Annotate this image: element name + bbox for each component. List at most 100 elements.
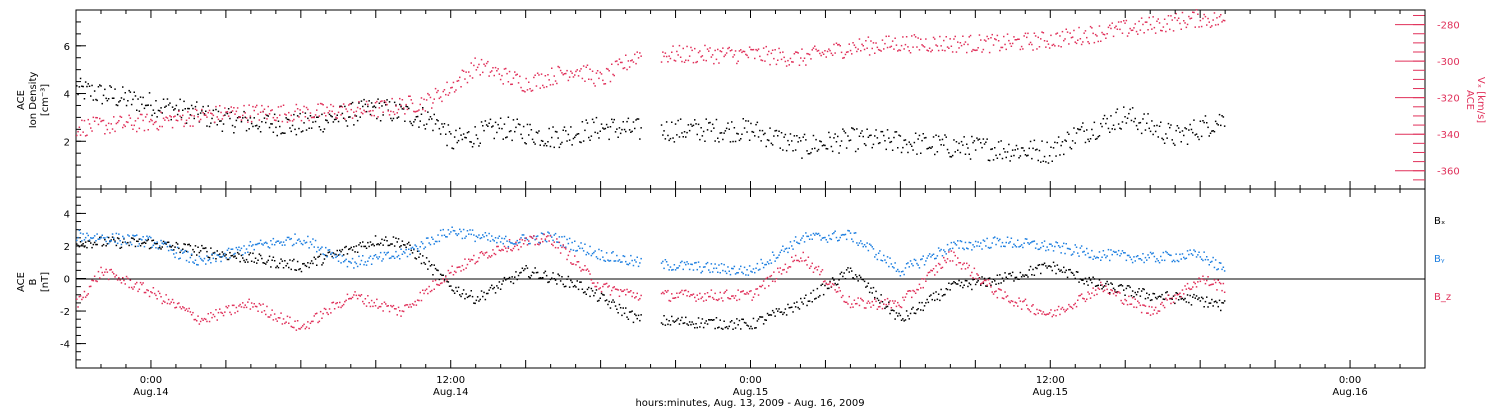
data-point bbox=[1194, 250, 1196, 253]
data-point bbox=[93, 235, 96, 237]
data-point bbox=[634, 53, 636, 56]
data-point bbox=[342, 261, 345, 263]
data-point bbox=[369, 241, 372, 243]
data-point bbox=[159, 125, 161, 128]
data-point bbox=[791, 61, 793, 63]
data-point bbox=[973, 267, 976, 270]
data-point bbox=[300, 131, 303, 133]
data-point bbox=[963, 248, 965, 251]
data-point bbox=[217, 118, 220, 121]
data-point bbox=[794, 51, 797, 53]
data-point bbox=[1167, 294, 1170, 296]
data-point bbox=[554, 232, 557, 235]
data-point bbox=[304, 327, 307, 330]
data-point bbox=[1098, 135, 1101, 137]
data-point bbox=[848, 139, 850, 142]
data-point bbox=[930, 294, 932, 296]
data-point bbox=[595, 116, 598, 119]
data-point bbox=[1206, 122, 1208, 124]
data-point bbox=[536, 235, 539, 237]
data-point bbox=[377, 243, 379, 245]
data-point bbox=[452, 274, 455, 276]
data-point bbox=[1138, 302, 1140, 304]
data-point bbox=[1184, 297, 1186, 300]
data-point bbox=[175, 306, 178, 309]
data-point bbox=[665, 261, 668, 263]
data-point bbox=[904, 296, 907, 298]
data-point bbox=[469, 260, 471, 262]
data-point bbox=[1096, 285, 1098, 287]
data-point bbox=[176, 243, 179, 245]
data-point bbox=[484, 120, 487, 122]
data-point bbox=[203, 257, 206, 260]
data-point bbox=[774, 260, 776, 262]
data-point bbox=[76, 243, 78, 245]
data-point bbox=[409, 95, 411, 97]
data-point bbox=[868, 302, 871, 304]
data-point bbox=[1142, 288, 1144, 290]
data-point bbox=[888, 301, 890, 303]
left-tick-label: 0 bbox=[64, 275, 70, 286]
data-point bbox=[529, 277, 531, 279]
data-point bbox=[130, 237, 133, 239]
data-point bbox=[505, 67, 507, 70]
data-point bbox=[714, 263, 716, 265]
data-point bbox=[1068, 303, 1070, 306]
data-point bbox=[822, 53, 825, 55]
data-point bbox=[485, 124, 488, 126]
data-point bbox=[1032, 304, 1034, 306]
data-point bbox=[911, 296, 913, 299]
data-point bbox=[92, 279, 95, 282]
data-point bbox=[159, 245, 161, 247]
data-point bbox=[814, 234, 816, 236]
data-point bbox=[1031, 241, 1033, 243]
x-tick-label-date: Aug.15 bbox=[1033, 387, 1068, 398]
data-point bbox=[674, 60, 677, 62]
data-point bbox=[992, 293, 995, 295]
data-point bbox=[1147, 312, 1149, 314]
data-point bbox=[226, 249, 229, 251]
data-point bbox=[883, 303, 885, 305]
data-point bbox=[116, 279, 119, 281]
data-point bbox=[877, 48, 880, 51]
data-point bbox=[540, 277, 543, 279]
data-point bbox=[553, 146, 555, 149]
data-point bbox=[96, 99, 98, 102]
data-point bbox=[1140, 311, 1143, 314]
data-point bbox=[925, 136, 927, 139]
data-point bbox=[1112, 287, 1115, 290]
data-point bbox=[897, 268, 899, 271]
data-point bbox=[1029, 41, 1032, 44]
data-point bbox=[890, 309, 893, 312]
data-point bbox=[442, 274, 444, 276]
data-point bbox=[170, 118, 172, 121]
data-point bbox=[802, 136, 804, 138]
data-point bbox=[616, 288, 618, 291]
data-point bbox=[839, 45, 841, 47]
data-point bbox=[884, 140, 886, 142]
data-point bbox=[1171, 19, 1173, 21]
data-point bbox=[909, 290, 912, 292]
data-point bbox=[1033, 274, 1036, 276]
data-point bbox=[1017, 38, 1019, 40]
data-point bbox=[953, 251, 955, 254]
data-point bbox=[955, 264, 958, 266]
data-point bbox=[810, 151, 812, 154]
data-point bbox=[811, 49, 813, 51]
data-point bbox=[1194, 26, 1196, 28]
data-point bbox=[1193, 281, 1195, 283]
data-point bbox=[87, 240, 89, 242]
data-point bbox=[314, 120, 317, 123]
data-point bbox=[201, 317, 203, 320]
data-point bbox=[1045, 249, 1047, 252]
data-point bbox=[368, 302, 370, 304]
data-point bbox=[1138, 122, 1140, 124]
data-point bbox=[760, 258, 762, 261]
data-point bbox=[215, 309, 217, 311]
data-point bbox=[787, 267, 789, 269]
data-point bbox=[240, 119, 243, 121]
data-point bbox=[443, 280, 446, 283]
data-point bbox=[197, 264, 199, 266]
data-point bbox=[900, 271, 903, 273]
data-point bbox=[192, 248, 194, 251]
